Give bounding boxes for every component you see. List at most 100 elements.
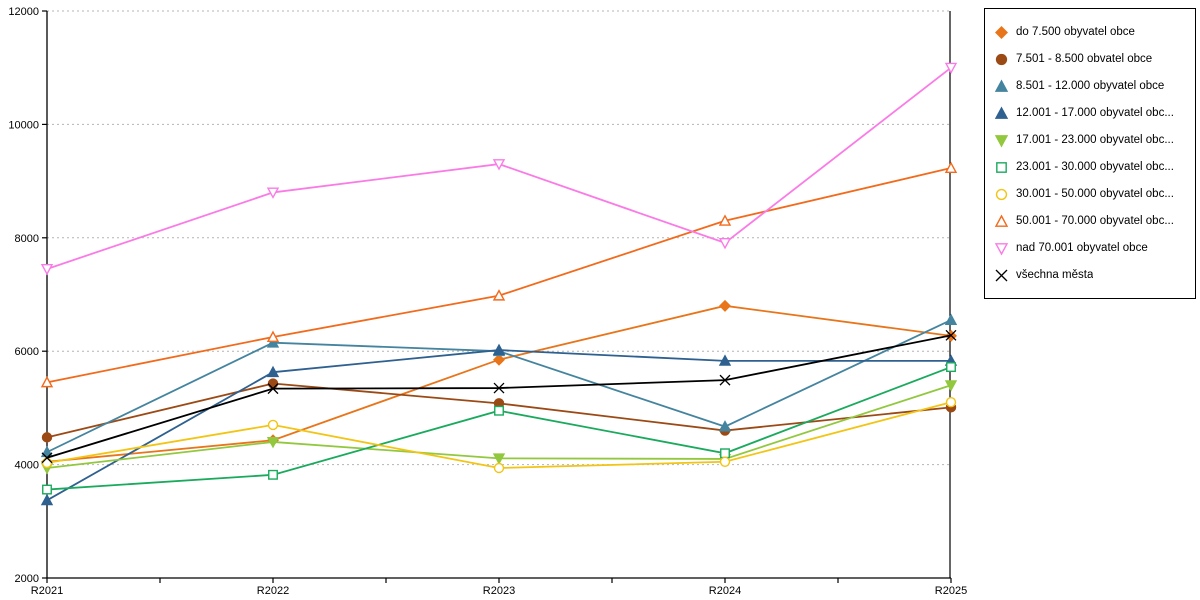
- y-tick-label: 4000: [15, 460, 39, 472]
- y-tick-label: 8000: [15, 233, 39, 245]
- legend-item: 17.001 - 23.000 obyvatel obc...: [994, 130, 1191, 150]
- x-marker-icon: [995, 269, 1008, 281]
- circle-marker-icon: [995, 188, 1008, 200]
- series: [40, 313, 958, 458]
- x-marker-icon: [267, 383, 279, 395]
- legend-marker-icon: [995, 25, 1008, 39]
- square-marker-icon: [42, 484, 52, 495]
- circle-marker-icon: [267, 419, 279, 431]
- legend-marker-icon: [994, 79, 1009, 92]
- legend-item: 30.001 - 50.000 obyvatel obc...: [994, 184, 1191, 204]
- triangle-up-marker-icon: [40, 375, 54, 388]
- legend-item: 7.501 - 8.500 obvatel obce: [994, 49, 1191, 69]
- x-tick-label: R2024: [709, 585, 741, 597]
- series: [40, 161, 958, 388]
- series: [41, 299, 957, 468]
- triangle-up-marker-icon: [40, 445, 54, 458]
- legend-marker-icon: [994, 106, 1009, 119]
- triangle-down-marker-icon: [40, 264, 54, 276]
- legend-item: 23.001 - 30.000 obyvatel obc...: [994, 157, 1191, 177]
- triangle-up-marker-icon: [266, 336, 280, 348]
- legend-item: 8.501 - 12.000 obyvatel obce: [994, 76, 1191, 96]
- triangle-up-marker-icon: [994, 79, 1009, 92]
- x-marker-icon: [41, 452, 53, 464]
- legend-marker-icon: [994, 242, 1009, 255]
- legend-item-label: všechna města: [1016, 269, 1094, 281]
- legend-marker-icon: [995, 188, 1008, 200]
- square-marker-icon: [996, 161, 1007, 173]
- triangle-down-marker-icon: [266, 436, 280, 449]
- triangle-up-marker-icon: [994, 214, 1009, 227]
- x-marker-icon: [945, 329, 957, 341]
- legend-item: nad 70.001 obyvatel obce: [994, 238, 1191, 258]
- series-line: [46, 349, 951, 502]
- series: [41, 397, 957, 474]
- legend-item-label: 12.001 - 17.000 obyvatel obc...: [1016, 107, 1174, 119]
- triangle-down-marker-icon: [266, 187, 280, 199]
- triangle-down-marker-icon: [492, 159, 506, 171]
- legend-item-label: 17.001 - 23.000 obyvatel obc...: [1016, 134, 1174, 146]
- triangle-up-marker-icon: [266, 330, 280, 342]
- triangle-up-marker-icon: [40, 493, 54, 506]
- triangle-down-marker-icon: [492, 453, 506, 465]
- y-tick-label: 10000: [8, 119, 39, 131]
- triangle-up-marker-icon: [718, 354, 732, 366]
- triangle-up-marker-icon: [492, 289, 506, 301]
- triangle-up-marker-icon: [944, 161, 958, 174]
- triangle-down-marker-icon: [994, 242, 1009, 255]
- square-marker-icon: [268, 469, 278, 480]
- triangle-down-marker-icon: [994, 134, 1009, 147]
- legend-item-label: nad 70.001 obyvatel obce: [1016, 242, 1148, 254]
- legend-item: do 7.500 obyvatel obce: [994, 22, 1191, 42]
- diamond-marker-icon: [493, 353, 505, 366]
- x-tick-label: R2023: [483, 585, 515, 597]
- legend-item: 50.001 - 70.000 obyvatel obc...: [994, 211, 1191, 231]
- series: [42, 362, 956, 495]
- triangle-up-marker-icon: [266, 365, 280, 378]
- circle-marker-icon: [267, 378, 279, 389]
- circle-marker-icon: [41, 457, 53, 469]
- x-tick-label: R2021: [31, 585, 63, 597]
- triangle-up-marker-icon: [994, 106, 1009, 119]
- x-tick-label: R2022: [257, 585, 289, 597]
- square-marker-icon: [946, 362, 956, 373]
- legend-item-label: 30.001 - 50.000 obyvatel obc...: [1016, 188, 1174, 200]
- legend-marker-icon: [994, 214, 1009, 227]
- x-tick-label: R2025: [935, 585, 967, 597]
- chart-legend: do 7.500 obyvatel obce 7.501 - 8.500 obv…: [984, 8, 1196, 299]
- triangle-down-marker-icon: [944, 380, 958, 392]
- legend-marker-icon: [996, 161, 1007, 173]
- x-marker-icon: [493, 382, 505, 394]
- series-line: [46, 319, 952, 453]
- x-marker-icon: [719, 374, 731, 386]
- legend-item-label: do 7.500 obyvatel obce: [1016, 26, 1135, 38]
- legend-item: všechna města: [994, 265, 1191, 285]
- legend-marker-icon: [995, 53, 1008, 65]
- triangle-up-marker-icon: [718, 214, 732, 226]
- circle-marker-icon: [995, 53, 1008, 65]
- series: [40, 62, 958, 276]
- legend-item-label: 50.001 - 70.000 obyvatel obc...: [1016, 215, 1174, 227]
- y-tick-label: 2000: [15, 573, 39, 585]
- triangle-up-marker-icon: [492, 343, 506, 356]
- circle-marker-icon: [493, 462, 505, 474]
- legend-item-label: 23.001 - 30.000 obyvatel obc...: [1016, 161, 1174, 173]
- series: [40, 343, 958, 506]
- triangle-up-marker-icon: [944, 313, 958, 325]
- circle-marker-icon: [945, 397, 957, 408]
- legend-item: 12.001 - 17.000 obyvatel obc...: [994, 103, 1191, 123]
- y-tick-label: 6000: [15, 346, 39, 358]
- diamond-marker-icon: [995, 25, 1008, 39]
- square-marker-icon: [720, 448, 730, 459]
- y-tick-label: 12000: [8, 6, 39, 18]
- triangle-down-marker-icon: [718, 237, 732, 250]
- circle-marker-icon: [719, 456, 731, 467]
- diamond-marker-icon: [719, 299, 731, 312]
- legend-marker-icon: [994, 134, 1009, 147]
- triangle-down-marker-icon: [944, 62, 958, 75]
- circle-marker-icon: [41, 432, 53, 443]
- series: [41, 329, 957, 464]
- triangle-up-marker-icon: [718, 420, 732, 432]
